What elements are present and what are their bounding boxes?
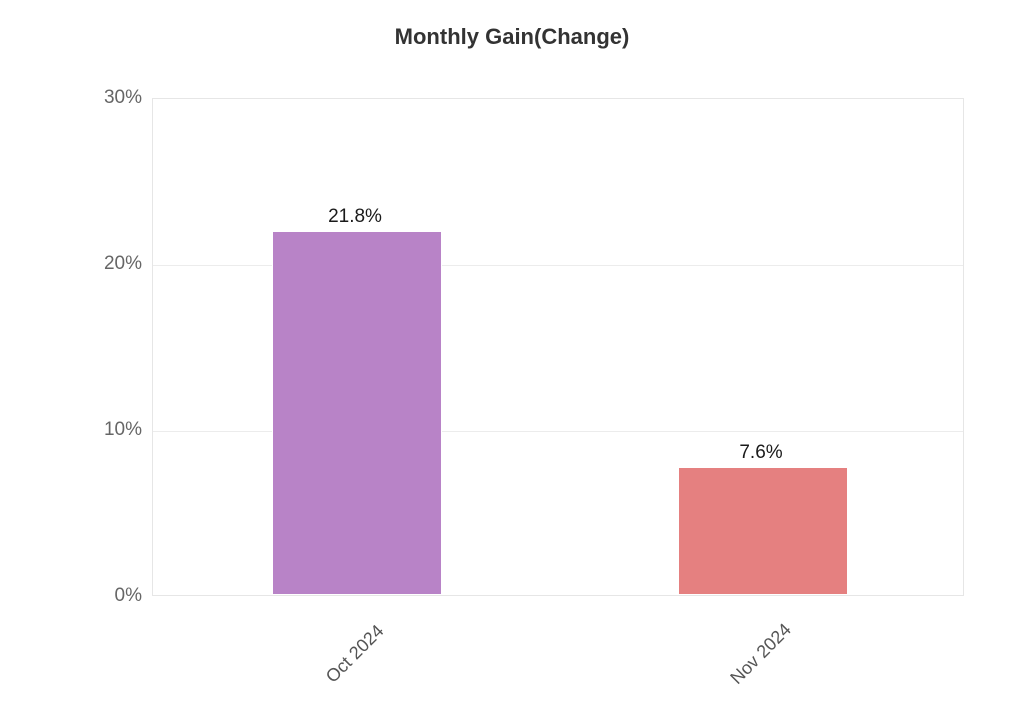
bar-value-label: 7.6% — [681, 442, 841, 464]
x-tick-label: Nov 2024 — [726, 619, 795, 688]
y-tick-label: 10% — [84, 419, 142, 441]
x-tick-label: Oct 2024 — [322, 621, 389, 688]
chart-plot-area — [152, 98, 964, 596]
y-tick-label: 30% — [84, 87, 142, 109]
bar-value-label: 21.8% — [275, 206, 435, 228]
chart-bar — [678, 467, 848, 595]
y-tick-label: 0% — [84, 585, 142, 607]
chart-bar — [272, 231, 442, 595]
y-tick-label: 20% — [84, 253, 142, 275]
chart-title: Monthly Gain(Change) — [0, 24, 1024, 50]
